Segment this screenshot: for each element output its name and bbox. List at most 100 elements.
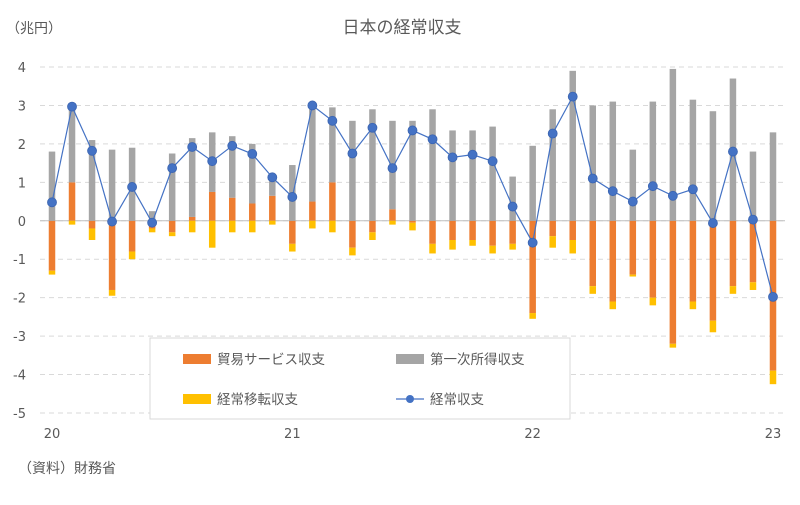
bar-segment — [409, 220, 416, 223]
legend-swatch — [396, 354, 424, 364]
bar-segment — [349, 120, 356, 221]
bar-segment — [128, 251, 136, 260]
legend-swatch — [183, 354, 211, 364]
line-point — [547, 128, 558, 139]
bar-segment — [269, 176, 276, 196]
x-tick-label: 21 — [284, 427, 301, 442]
legend-box — [149, 337, 571, 420]
line-point — [227, 140, 238, 151]
bar-segment — [629, 274, 637, 277]
bar-segment — [509, 176, 516, 221]
bar-segment — [489, 126, 496, 221]
bar-segment — [208, 220, 216, 248]
bar-segment — [489, 245, 496, 254]
line-point — [667, 190, 678, 201]
bar-segment — [369, 220, 376, 233]
x-axis-ticks: 20 21 22 23 — [44, 427, 782, 442]
bar-segment — [88, 228, 96, 240]
bar-segment — [289, 220, 296, 244]
bar-segment — [409, 222, 416, 231]
bar-segment — [329, 182, 336, 221]
line-point — [267, 172, 278, 183]
line-point — [748, 214, 758, 225]
bar-segment — [689, 301, 697, 310]
bar-segment — [349, 247, 356, 256]
y-tick-label: 3 — [18, 99, 26, 114]
bar-segment — [128, 220, 136, 252]
line-point — [167, 163, 178, 174]
bar-segment — [569, 220, 576, 240]
y-tick-label: -2 — [13, 292, 26, 307]
bar-segment — [48, 270, 56, 275]
line-point — [427, 134, 438, 145]
y-tick-label: -1 — [13, 253, 26, 268]
bar-segment — [609, 101, 617, 221]
y-tick-label: 2 — [18, 138, 26, 153]
legend-label: 経常収支 — [430, 392, 484, 408]
line-point — [627, 196, 638, 207]
line-point — [687, 184, 698, 195]
line-point — [487, 156, 498, 167]
bar-segment — [188, 216, 196, 221]
bar-segment — [529, 313, 536, 319]
line-point — [47, 197, 57, 208]
bar-segment — [549, 220, 556, 237]
bar-segment — [529, 145, 536, 221]
line-point — [107, 216, 117, 227]
line-point — [467, 149, 478, 160]
y-axis-ticks: 4 3 2 1 0 -1 -2 -3 -4 -5 — [13, 61, 26, 422]
bar-segment — [249, 143, 256, 204]
line-point — [527, 237, 538, 248]
x-tick-label: 23 — [765, 427, 782, 442]
bar-segment — [289, 243, 296, 252]
bar-segment — [769, 370, 777, 385]
y-tick-label: 0 — [18, 215, 26, 230]
line-point — [587, 173, 598, 184]
bar-segment — [309, 220, 316, 229]
bar-segment — [108, 220, 116, 290]
legend-label: 経常移転収支 — [217, 392, 298, 408]
bar-segment — [369, 232, 376, 240]
bar-segment — [309, 105, 316, 202]
bar-segment — [309, 201, 316, 221]
bar-segment — [589, 286, 596, 294]
bar-segment — [249, 220, 256, 233]
bar-segment — [669, 220, 677, 344]
bar-segment — [389, 220, 396, 225]
bar-segment — [229, 197, 236, 221]
bar-segment — [649, 101, 657, 221]
line-point — [147, 217, 158, 228]
bar-segment — [769, 132, 777, 221]
line-point — [647, 181, 658, 192]
legend-label: 貿易サービス収支 — [217, 352, 325, 368]
line-point — [607, 186, 618, 197]
line-point — [187, 142, 198, 152]
bar-segment — [229, 220, 236, 233]
y-tick-label: -5 — [13, 407, 26, 422]
bar-segment — [429, 220, 436, 244]
bar-segment — [729, 286, 737, 294]
bar-segment — [549, 236, 556, 248]
bar-segment — [749, 220, 757, 283]
bar-segment — [709, 320, 717, 333]
bar-segment — [108, 149, 116, 221]
bar-segment — [689, 220, 697, 302]
bar-segment — [709, 111, 717, 221]
bar-segment — [88, 220, 96, 229]
bar-segment — [649, 220, 657, 298]
line-point — [67, 101, 77, 112]
bar-segment — [449, 130, 456, 221]
bar-segment — [409, 120, 416, 221]
bar-segment — [249, 203, 256, 221]
bar-segment — [48, 151, 56, 221]
bar-series — [48, 68, 777, 385]
bar-segment — [369, 109, 376, 221]
bar-segment — [188, 138, 196, 217]
line-point — [447, 152, 458, 163]
bar-segment — [629, 149, 637, 221]
bar-segment — [108, 289, 116, 296]
bar-segment — [229, 136, 236, 198]
bar-segment — [469, 130, 476, 221]
